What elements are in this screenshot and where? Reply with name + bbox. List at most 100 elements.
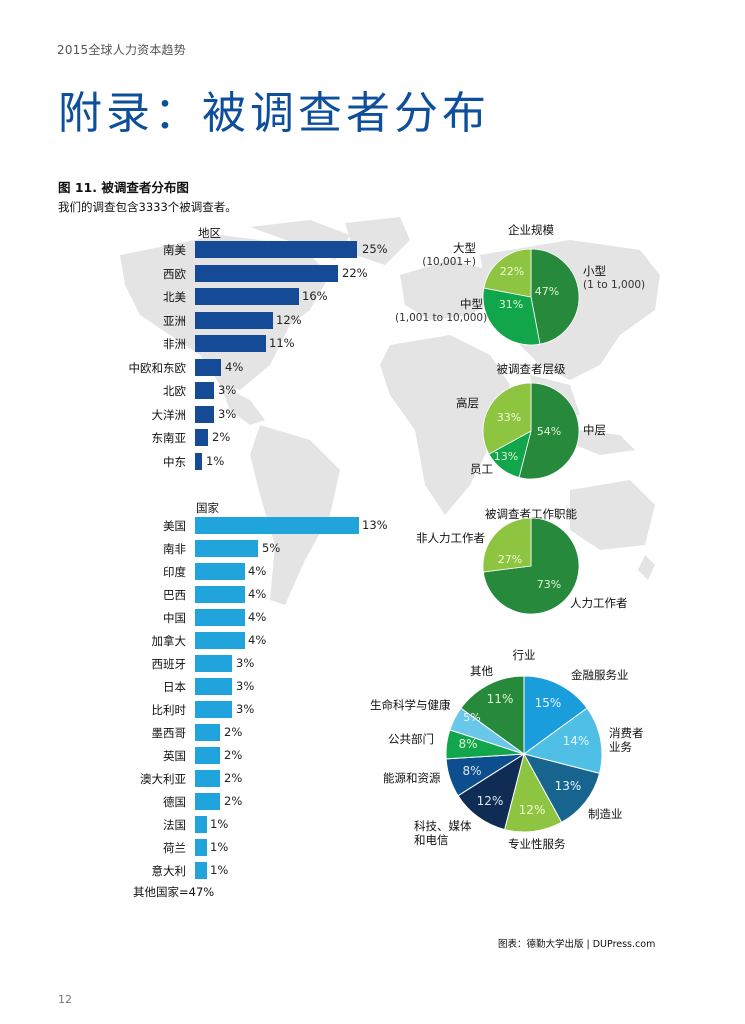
bar-label: 中欧和东欧	[128, 360, 187, 375]
bar	[195, 358, 221, 376]
pie-value: 27%	[498, 553, 522, 566]
pie-value: 15%	[535, 696, 562, 710]
bar-value: 2%	[224, 794, 243, 808]
bar	[195, 563, 245, 580]
bar-label: 荷兰	[163, 841, 186, 855]
pie-value: 14%	[563, 734, 590, 748]
bar	[195, 429, 208, 446]
bar	[195, 816, 207, 833]
pie-value: 8%	[462, 764, 481, 778]
bar-value: 3%	[218, 406, 237, 421]
bar	[195, 517, 359, 534]
bar	[195, 405, 214, 423]
bar	[195, 862, 207, 879]
pie-label-small: 小型 (1 to 1,000)	[583, 264, 646, 291]
pie-value: 73%	[537, 578, 561, 591]
pie-label-large: 大型 (10,001+)	[422, 241, 476, 268]
pie-value: 13%	[555, 779, 582, 793]
bar-label: 北欧	[163, 384, 186, 398]
level-pie: 54% 13% 33%	[482, 382, 580, 480]
bar	[195, 586, 245, 603]
pie-label-senior: 高层	[456, 396, 479, 410]
bar-label: 德国	[163, 795, 186, 809]
bar	[195, 701, 232, 718]
pie-value: 31%	[499, 298, 523, 311]
bar	[195, 288, 299, 305]
bar-value: 1%	[206, 453, 225, 468]
pie-value: 12%	[519, 803, 546, 817]
bar	[195, 793, 220, 810]
pie-label-energy: 能源和资源	[383, 771, 441, 785]
bar-label: 中国	[163, 611, 186, 625]
bar-label: 英国	[163, 749, 186, 763]
pie-value: 13%	[494, 450, 518, 463]
bar	[195, 335, 266, 352]
country-bar-chart: 国家 美国 13% 南非 5% 印度 4% 巴西 4% 中国 4% 加拿大 4%…	[0, 500, 400, 900]
pie-label-public: 公共部门	[388, 732, 434, 746]
bar	[195, 264, 338, 282]
bar-value: 2%	[224, 725, 243, 739]
bar	[195, 839, 207, 856]
bar	[195, 311, 273, 329]
pie-value: 54%	[537, 425, 561, 438]
bar-label: 墨西哥	[151, 726, 187, 740]
bar-label: 南美	[163, 243, 186, 257]
bar-value: 3%	[236, 702, 255, 716]
pie-label-professional: 专业性服务	[508, 837, 566, 851]
pie-label-tmt: 科技、媒体 和电信	[414, 819, 472, 847]
bar-label: 法国	[163, 818, 186, 832]
bar-label: 澳大利亚	[140, 772, 186, 786]
pie-label-consumer: 消费者 业务	[609, 726, 644, 754]
figure-title: 图 11. 被调查者分布图	[58, 180, 189, 195]
pie-label-medium: 中型 (1,001 to 10,000)	[395, 297, 488, 324]
function-pie-title: 被调查者工作职能	[485, 507, 577, 521]
bar-value: 4%	[225, 359, 244, 374]
bar	[195, 452, 202, 470]
bar-value: 1%	[210, 817, 229, 831]
bar-value: 2%	[224, 771, 243, 785]
industry-pie-title: 行业	[512, 648, 536, 662]
bar	[195, 655, 232, 672]
bar	[195, 678, 232, 695]
bar-value: 3%	[236, 679, 255, 693]
pie-value: 47%	[535, 285, 559, 298]
bar	[195, 724, 220, 741]
bar	[195, 747, 220, 764]
bar-label: 意大利	[151, 864, 187, 878]
pie-value: 22%	[500, 265, 524, 278]
function-pie: 73% 27%	[482, 517, 580, 615]
bar-label: 南非	[163, 542, 186, 556]
bar	[195, 770, 220, 787]
bar-value: 5%	[262, 541, 281, 555]
pie-value: 8%	[458, 737, 477, 751]
level-pie-title: 被调查者层级	[496, 362, 566, 376]
pie-value: 5%	[463, 711, 480, 724]
bar-label: 西欧	[163, 266, 186, 281]
bar-value: 1%	[210, 863, 229, 877]
bar-label: 东南亚	[151, 431, 187, 445]
bar-value: 22%	[342, 265, 368, 280]
bar-label: 日本	[163, 680, 186, 694]
bar-value: 4%	[248, 587, 267, 601]
bar-value: 16%	[302, 289, 328, 303]
bar-value: 11%	[269, 336, 295, 350]
bar-value: 2%	[224, 748, 243, 762]
pie-label-finance: 金融服务业	[571, 668, 629, 682]
bar-value: 4%	[248, 610, 267, 624]
bar-value: 13%	[362, 518, 388, 532]
bar-label: 非洲	[163, 337, 186, 351]
source-credit: 图表：德勤大学出版 | DUPress.com	[498, 939, 656, 950]
country-chart-title: 国家	[196, 501, 219, 515]
page-title: 附录：被调查者分布	[58, 88, 490, 139]
bar-value: 1%	[210, 840, 229, 854]
pie-value: 12%	[477, 794, 504, 808]
pie-label-non-hr: 非人力工作者	[416, 531, 485, 545]
other-countries-note: 其他国家=47%	[133, 885, 215, 899]
bar-label: 比利时	[151, 703, 187, 717]
bar-label: 加拿大	[151, 634, 187, 648]
pie-label-life-sciences: 生命科学与健康	[370, 698, 451, 712]
bar-value: 25%	[362, 242, 388, 256]
bar-value: 3%	[218, 383, 237, 397]
bar-label: 大洋洲	[151, 407, 187, 422]
bar	[195, 382, 214, 399]
